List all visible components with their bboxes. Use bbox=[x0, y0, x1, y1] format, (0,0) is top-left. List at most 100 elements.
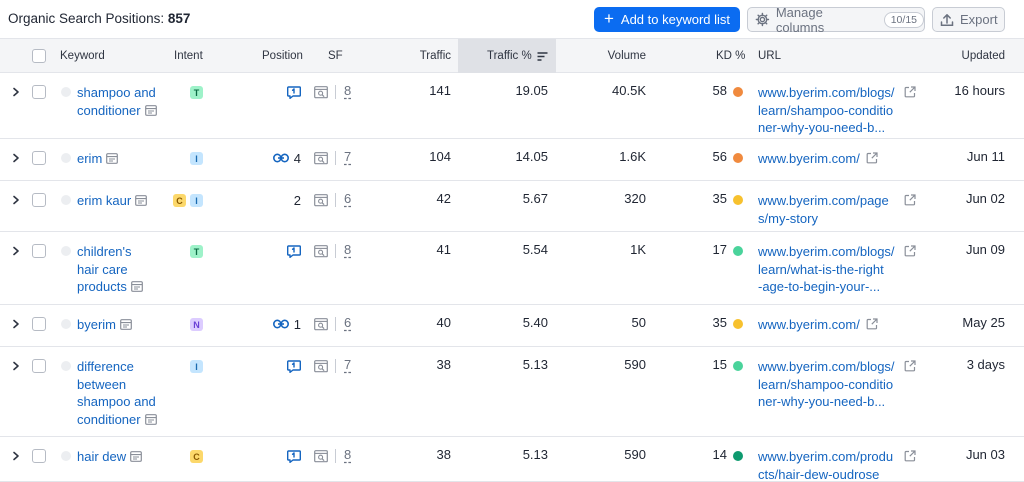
url-text-line: www.byerim.com/blogs/ bbox=[758, 244, 895, 259]
position-cell bbox=[287, 243, 301, 259]
intent-badge: T bbox=[190, 86, 203, 99]
column-header-kd[interactable]: KD % bbox=[716, 50, 746, 62]
intent-badge: C bbox=[173, 194, 186, 207]
sf-count-link[interactable]: 8 bbox=[344, 83, 352, 98]
kd-value: 56 bbox=[712, 149, 727, 164]
external-link-icon[interactable] bbox=[866, 318, 878, 330]
expand-row-chevron-icon[interactable] bbox=[12, 319, 22, 329]
url-link[interactable]: www.byerim.com/page s/my-story bbox=[758, 192, 889, 227]
column-header-traffic-pct[interactable]: Traffic % bbox=[487, 50, 548, 62]
column-header-url[interactable]: URL bbox=[758, 50, 782, 62]
traffic-pct-value: 5.40 bbox=[522, 315, 548, 330]
serp-feature-icon[interactable] bbox=[287, 449, 301, 463]
sf-count-link[interactable]: 7 bbox=[344, 357, 352, 372]
external-link-icon[interactable] bbox=[904, 245, 916, 257]
traffic-pct-value: 5.54 bbox=[522, 242, 548, 257]
keyword-link[interactable]: hair dew bbox=[77, 448, 143, 467]
sf-count-link[interactable]: 6 bbox=[344, 191, 352, 206]
serp-feature-icon[interactable] bbox=[287, 85, 301, 99]
kd-difficulty-dot bbox=[733, 153, 743, 163]
add-to-keyword-list-button[interactable]: + Add to keyword list bbox=[594, 7, 740, 32]
keyword-link[interactable]: shampoo and conditioner bbox=[77, 84, 157, 120]
table-header-bar: Organic Search Positions: 857 + Add to k… bbox=[0, 0, 1024, 38]
position-value: 2 bbox=[293, 192, 301, 208]
url-link[interactable]: www.byerim.com/blogs/learn/shampoo-condi… bbox=[758, 84, 895, 137]
column-header-keyword[interactable]: Keyword bbox=[60, 50, 105, 62]
table-column-headers: Keyword Intent Position SF Traffic Traff… bbox=[0, 38, 1024, 73]
sf-count-link[interactable]: 8 bbox=[344, 242, 352, 257]
row-checkbox[interactable] bbox=[32, 244, 46, 258]
external-link-icon[interactable] bbox=[866, 152, 878, 164]
keyword-link[interactable]: difference between shampoo and conditioner bbox=[77, 358, 157, 429]
keyword-link[interactable]: byerim bbox=[77, 316, 132, 335]
serp-snapshot-icon[interactable] bbox=[130, 279, 143, 297]
expand-row-chevron-icon[interactable] bbox=[12, 195, 22, 205]
url-link[interactable]: www.byerim.com/blogs/learn/what-is-the-r… bbox=[758, 243, 895, 296]
sf-serp-icon[interactable] bbox=[314, 318, 328, 331]
serp-snapshot-icon[interactable] bbox=[120, 317, 132, 335]
external-link-icon[interactable] bbox=[904, 450, 916, 462]
external-link-icon[interactable] bbox=[904, 360, 916, 372]
select-all-checkbox[interactable] bbox=[32, 49, 46, 63]
url-link[interactable]: www.byerim.com/ bbox=[758, 316, 860, 334]
serp-feature-icon[interactable] bbox=[287, 359, 301, 373]
updated-value: Jun 11 bbox=[966, 149, 1005, 164]
url-link[interactable]: www.byerim.com/ bbox=[758, 150, 860, 168]
traffic-pct-value: 5.13 bbox=[522, 447, 548, 462]
column-header-intent[interactable]: Intent bbox=[174, 50, 203, 62]
sf-serp-icon[interactable] bbox=[314, 152, 328, 165]
serp-snapshot-icon[interactable] bbox=[144, 103, 157, 121]
external-link-icon[interactable] bbox=[904, 86, 916, 98]
keyword-link[interactable]: erim kaur bbox=[77, 192, 148, 211]
position-cell bbox=[287, 448, 301, 464]
sf-count-link[interactable]: 6 bbox=[344, 315, 352, 330]
export-button[interactable]: Export bbox=[932, 7, 1005, 32]
expand-row-chevron-icon[interactable] bbox=[12, 153, 22, 163]
keyword-link[interactable]: children's hair care products bbox=[77, 243, 143, 297]
keyword-status-dot bbox=[61, 246, 71, 256]
serp-snapshot-icon[interactable] bbox=[144, 412, 157, 430]
keyword-link[interactable]: erim bbox=[77, 150, 119, 169]
serp-feature-icon[interactable] bbox=[287, 244, 301, 258]
sf-serp-icon[interactable] bbox=[314, 194, 328, 207]
url-text-line: ner-why-you-need-b... bbox=[758, 120, 886, 135]
column-header-position[interactable]: Position bbox=[262, 50, 303, 62]
column-header-updated[interactable]: Updated bbox=[961, 50, 1005, 62]
serp-snapshot-icon[interactable] bbox=[135, 193, 148, 211]
column-header-sf[interactable]: SF bbox=[328, 50, 343, 62]
expand-row-chevron-icon[interactable] bbox=[12, 246, 22, 256]
sf-serp-icon[interactable] bbox=[314, 86, 328, 99]
column-header-traffic[interactable]: Traffic bbox=[419, 50, 451, 62]
row-checkbox[interactable] bbox=[32, 449, 46, 463]
external-link-icon[interactable] bbox=[904, 194, 916, 206]
intent-badge: I bbox=[190, 194, 203, 207]
sf-count-link[interactable]: 7 bbox=[344, 149, 352, 164]
manage-columns-button[interactable]: Manage columns 10/15 bbox=[747, 5, 925, 35]
sf-count-link[interactable]: 8 bbox=[344, 447, 352, 462]
table-row: children's hair care products T 8 41 5.54 1K 17 w… bbox=[0, 232, 1024, 305]
sf-serp-icon[interactable] bbox=[314, 245, 328, 258]
url-link[interactable]: www.byerim.com/produ cts/hair-dew-oudrose bbox=[758, 448, 893, 482]
row-checkbox[interactable] bbox=[32, 193, 46, 207]
sf-serp-icon[interactable] bbox=[314, 450, 328, 463]
sf-serp-icon[interactable] bbox=[314, 360, 328, 373]
row-checkbox[interactable] bbox=[32, 359, 46, 373]
serp-snapshot-icon[interactable] bbox=[130, 449, 143, 467]
expand-row-chevron-icon[interactable] bbox=[12, 451, 22, 461]
row-checkbox[interactable] bbox=[32, 151, 46, 165]
row-checkbox[interactable] bbox=[32, 317, 46, 331]
serp-snapshot-icon[interactable] bbox=[106, 151, 119, 169]
expand-row-chevron-icon[interactable] bbox=[12, 87, 22, 97]
keyword-text: erim kaur bbox=[77, 193, 132, 208]
row-checkbox[interactable] bbox=[32, 85, 46, 99]
column-header-volume[interactable]: Volume bbox=[607, 50, 646, 62]
volume-value: 1.6K bbox=[619, 149, 646, 164]
updated-value: Jun 02 bbox=[965, 191, 1005, 206]
keyword-text-line: hair care bbox=[77, 261, 128, 277]
traffic-pct-value: 14.05 bbox=[515, 149, 548, 164]
expand-row-chevron-icon[interactable] bbox=[12, 361, 22, 371]
updated-value: 16 hours bbox=[954, 83, 1005, 98]
sf-divider bbox=[335, 85, 336, 99]
updated-value: Jun 03 bbox=[965, 447, 1005, 462]
url-link[interactable]: www.byerim.com/blogs/learn/shampoo-condi… bbox=[758, 358, 895, 411]
